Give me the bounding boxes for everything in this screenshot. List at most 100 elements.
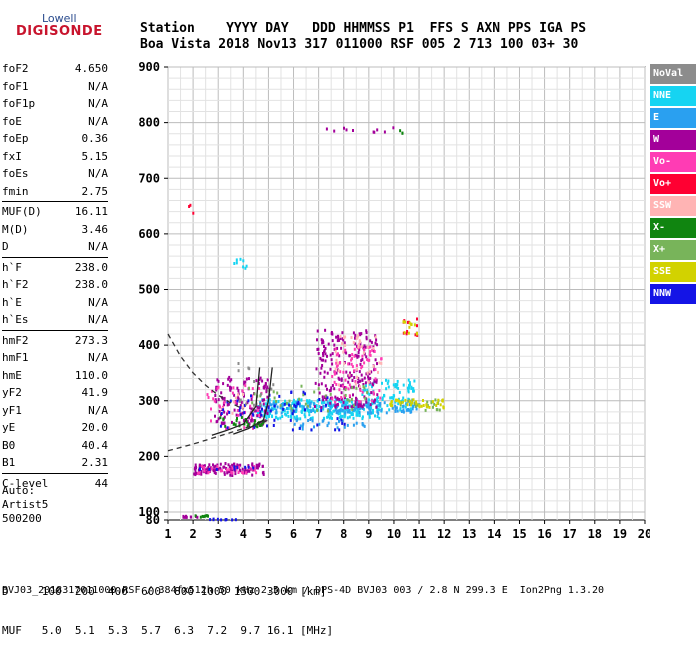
echo-point	[296, 402, 299, 406]
echo-point	[338, 383, 340, 387]
echo-point	[389, 396, 392, 400]
echo-point	[276, 391, 279, 395]
echo-point	[239, 257, 242, 261]
echo-point	[328, 412, 331, 416]
echo-point	[255, 471, 258, 475]
echo-point	[238, 399, 241, 403]
echo-point	[245, 420, 248, 424]
echo-point	[215, 388, 218, 392]
echo-point	[346, 423, 349, 427]
echo-point	[331, 352, 334, 356]
param-name: hmE	[2, 368, 22, 382]
echo-point	[266, 388, 269, 392]
echo-point	[334, 400, 337, 404]
echo-point	[403, 331, 406, 335]
echo-point	[368, 413, 371, 417]
echo-point	[336, 417, 339, 421]
echo-point	[198, 463, 201, 467]
echo-point	[335, 403, 338, 407]
echo-point	[224, 462, 227, 465]
echo-point	[344, 406, 347, 410]
echo-point	[352, 393, 354, 397]
echo-point	[234, 465, 237, 469]
echo-point	[371, 385, 373, 389]
echo-point	[323, 375, 326, 379]
echo-point	[227, 426, 230, 430]
echo-point	[352, 341, 355, 345]
echo-point	[331, 332, 334, 336]
param-value: N/A	[88, 295, 108, 309]
echo-point	[253, 422, 256, 426]
echo-point	[248, 416, 251, 420]
echo-point	[313, 405, 316, 408]
echo-point	[425, 403, 428, 407]
param-name: foEp	[2, 132, 29, 145]
echo-point	[306, 404, 309, 408]
echo-point	[354, 342, 357, 346]
echo-point	[229, 399, 232, 403]
echo-point	[348, 408, 351, 412]
echo-point	[261, 398, 264, 402]
echo-point	[362, 346, 365, 350]
echo-point	[235, 261, 238, 265]
echo-point	[222, 465, 225, 469]
echo-point	[270, 414, 273, 418]
echo-point	[401, 400, 404, 404]
echo-point	[348, 399, 351, 403]
echo-point	[372, 346, 375, 350]
param-row: h`Es N/A	[2, 311, 110, 329]
echo-point	[317, 383, 320, 387]
echo-point	[267, 413, 270, 417]
echo-point	[193, 472, 196, 476]
param-separator	[2, 256, 108, 258]
echo-point	[304, 402, 307, 406]
echo-point	[294, 417, 297, 421]
echo-point	[442, 406, 445, 410]
echo-point	[435, 404, 438, 407]
echo-point	[203, 469, 206, 473]
echo-point	[316, 338, 318, 342]
trace-curve	[167, 333, 244, 410]
echo-point	[355, 405, 358, 409]
echo-point	[365, 329, 368, 333]
echo-point	[317, 347, 320, 351]
echo-point	[324, 359, 327, 363]
y-tick-label: 800	[138, 116, 160, 130]
echo-point	[346, 398, 349, 402]
echo-point	[217, 417, 220, 421]
echo-point	[325, 127, 328, 131]
echo-point	[185, 514, 187, 518]
echo-point	[336, 361, 339, 365]
echo-point	[264, 405, 267, 409]
echo-point	[347, 362, 350, 366]
echo-point	[346, 416, 349, 420]
echo-point	[222, 408, 225, 412]
echo-point	[281, 415, 284, 418]
echo-point	[333, 380, 336, 384]
legend-item: X+	[650, 240, 696, 260]
echo-point	[376, 362, 378, 366]
echo-point	[313, 425, 315, 429]
echo-point	[394, 404, 397, 408]
echo-point	[324, 394, 327, 398]
echo-point	[422, 399, 424, 402]
echo-point	[363, 361, 366, 365]
echo-point	[336, 403, 339, 407]
echo-point	[311, 419, 314, 423]
distance-row: D 100 200 400 600 800 1000 1500 3000 [km…	[2, 585, 327, 598]
echo-point	[392, 126, 395, 130]
param-row: foEp 0.36	[2, 130, 110, 148]
echo-point	[344, 396, 346, 400]
echo-point	[290, 406, 293, 410]
echo-point	[248, 422, 251, 426]
echo-point	[417, 403, 420, 407]
param-name: h`E	[2, 295, 22, 309]
echo-point	[329, 388, 332, 392]
echo-point	[370, 370, 373, 374]
echo-point	[339, 414, 342, 418]
echo-point	[399, 401, 402, 405]
echo-point	[301, 427, 304, 431]
echo-point	[248, 466, 251, 470]
echo-point	[351, 379, 354, 382]
